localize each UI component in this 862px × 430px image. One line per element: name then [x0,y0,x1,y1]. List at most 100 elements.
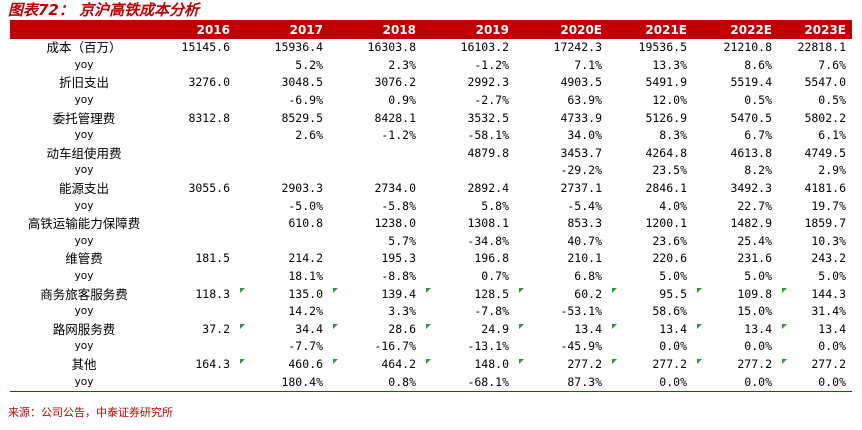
header-year: 2020E [515,20,608,39]
yoy-cell [158,92,236,110]
yoy-cell: 0.0% [778,373,852,392]
cell-text: 853.3 [567,216,602,231]
value-cell: 1308.1 [422,215,515,233]
cell-text: 3276.0 [188,75,230,90]
error-marker-icon [782,288,787,294]
cell-text: 12.0% [652,93,687,108]
yoy-cell [329,162,422,180]
cell-text: 63.9% [567,93,602,108]
value-cell: 95.5 [608,285,693,303]
yoy-row: yoy -6.9% 0.9% -2.7% 63.9% 12.0% 0.5% 0.5% [10,92,852,110]
cell-text: 5519.4 [730,75,772,90]
value-cell: 13.4 [778,321,852,339]
cell-text: 128.5 [474,286,509,301]
yoy-cell: 0.5% [693,92,778,110]
value-cell: 13.4 [608,321,693,339]
yoy-cell: 0.0% [693,338,778,356]
cell-text: 13.4 [574,321,602,336]
value-cell: 4613.8 [693,145,778,163]
error-marker-icon [333,323,338,329]
cost-analysis-table: 2016 2017 2018 2019 2020E 2021E 2022E 2023E 成本（… [10,20,852,392]
yoy-row: yoy 180.4% 0.8% -68.1% 87.3% 0.0% 0.0% 0.0% [10,373,852,392]
value-cell: 181.5 [158,250,236,268]
yoy-cell: -29.2% [515,162,608,180]
cost-item-label: 成本（百万） [46,40,122,56]
yoy-cell: 18.1% [236,268,329,286]
cell-text: 3.3% [388,304,416,319]
cell-text: 15145.6 [181,40,230,55]
yoy-cell: 15.0% [693,303,778,321]
cell-text: -53.1% [560,304,602,319]
cell-text: 95.5 [659,286,687,301]
cell-text: 0.0% [744,339,772,354]
yoy-cell: 12.0% [608,92,693,110]
yoy-cell: 8.2% [693,162,778,180]
error-marker-icon [426,358,431,364]
yoy-label: yoy [10,373,158,392]
yoy-row: yoy -29.2% 23.5% 8.2% 2.9% [10,162,852,180]
cell-text: 180.4% [281,374,323,389]
value-cell: 5802.2 [778,109,852,127]
value-cell: 5126.9 [608,109,693,127]
cell-text: 58.6% [652,304,687,319]
cell-text: 18.1% [288,269,323,284]
cell-text: 220.6 [652,251,687,266]
yoy-cell: -6.9% [236,92,329,110]
value-cell: 109.8 [693,285,778,303]
yoy-row: yoy -7.7% -16.7% -13.1% -45.9% 0.0% 0.0% 0.0% [10,338,852,356]
yoy-cell: 23.6% [608,233,693,251]
cost-item-label: 其他 [71,356,97,372]
cell-text: 0.0% [818,374,846,389]
cell-text: 118.3 [195,286,230,301]
cell-text: 28.6 [388,321,416,336]
cell-text: 10.3% [811,233,846,248]
error-marker-icon [519,358,524,364]
value-cell: 3055.6 [158,180,236,198]
yoy-cell: -45.9% [515,338,608,356]
cost-item-row: 维管费 181.5 214.2 195.3 196.8 210.1 220.6 231.6 24… [10,250,852,268]
yoy-cell: 6.8% [515,268,608,286]
value-cell: 2734.0 [329,180,422,198]
yoy-cell [158,162,236,180]
yoy-cell: -7.8% [422,303,515,321]
cell-text: 1200.1 [645,216,687,231]
value-cell: 3532.5 [422,109,515,127]
yoy-cell: -53.1% [515,303,608,321]
yoy-row: yoy 14.2% 3.3% -7.8% -53.1% 58.6% 15.0% 31.4% [10,303,852,321]
value-cell: 148.0 [422,356,515,374]
yoy-label: yoy [74,58,94,71]
cell-text: 210.1 [567,251,602,266]
cell-text: -6.9% [288,93,323,108]
cost-item-label: 折旧支出 [58,75,109,91]
value-cell: 610.8 [236,215,329,233]
value-cell: 196.8 [422,250,515,268]
cell-text: 24.9 [481,321,509,336]
cell-text: 0.5% [744,93,772,108]
cell-text: 2.3% [388,57,416,72]
cell-text: 2.6% [295,128,323,143]
cell-text: 0.8% [388,374,416,389]
value-cell: 231.6 [693,250,778,268]
value-cell: 3276.0 [158,74,236,92]
value-cell: 15145.6 [158,39,236,57]
error-marker-icon [782,358,787,364]
yoy-cell: 6.1% [778,127,852,145]
yoy-cell [422,162,515,180]
cell-text: 1482.9 [730,216,772,231]
yoy-cell: -1.2% [422,57,515,75]
cell-text: 4613.8 [730,145,772,160]
value-cell: 15936.4 [236,39,329,57]
yoy-row: yoy 2.6% -1.2% -58.1% 34.0% 8.3% 6.7% 6.1% [10,127,852,145]
yoy-cell: 58.6% [608,303,693,321]
yoy-cell [158,233,236,251]
cell-text: 5491.9 [645,75,687,90]
header-year: 2019 [422,20,515,39]
yoy-cell: -5.4% [515,197,608,215]
header-year: 2023E [778,20,852,39]
yoy-cell: 87.3% [515,373,608,392]
yoy-cell: 2.6% [236,127,329,145]
yoy-cell: 2.9% [778,162,852,180]
yoy-cell: -7.7% [236,338,329,356]
cell-text: 16103.2 [460,40,509,55]
yoy-cell: 0.9% [329,92,422,110]
